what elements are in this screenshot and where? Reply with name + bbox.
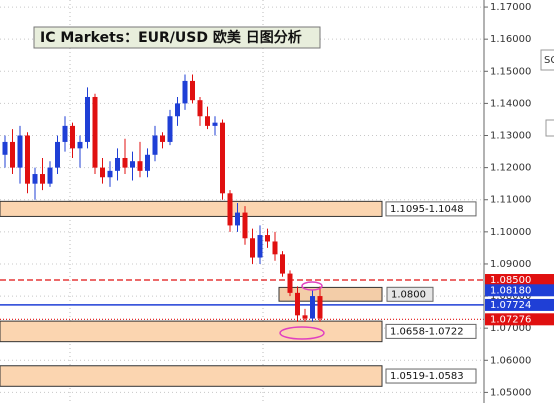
- level-label-box: [485, 298, 554, 311]
- candle-body: [17, 135, 23, 168]
- candle-body: [145, 154, 150, 171]
- level-label: 1.08500: [490, 275, 531, 286]
- zone: [0, 200, 383, 217]
- zone-label-box: [386, 286, 434, 302]
- candle-body: [310, 296, 315, 319]
- zone: [278, 286, 383, 302]
- zone-label-box: [385, 323, 477, 339]
- zone-label: 1.0658-1.0722: [390, 326, 464, 337]
- y-tick-label: 1.11000: [490, 195, 531, 206]
- plot: [0, 6, 484, 393]
- candle-body: [250, 238, 255, 258]
- candle-body: [122, 157, 128, 168]
- candle-body: [160, 135, 165, 142]
- candle-body: [62, 125, 68, 142]
- y-tick-label: 1.12000: [490, 163, 531, 174]
- chart-title: IC Markets：EUR/USD 欧美 日图分析: [40, 29, 302, 46]
- candle-body: [197, 100, 203, 117]
- candle-body: [92, 96, 98, 168]
- level-label: 1.08180: [490, 285, 531, 296]
- title-box: [33, 26, 321, 49]
- side-panel: [545, 119, 554, 137]
- candle-body: [227, 193, 233, 226]
- y-tick-label: 1.07000: [490, 323, 531, 334]
- candle-body: [167, 116, 173, 142]
- candle-body: [137, 161, 143, 171]
- y-tick-label: 1.05000: [490, 387, 531, 398]
- candle-body: [70, 125, 75, 149]
- candle-body: [220, 122, 225, 194]
- candle-body: [280, 254, 285, 274]
- candle-body: [32, 174, 38, 184]
- y-tick-label: 1.06000: [490, 355, 531, 366]
- candle-body: [265, 235, 270, 242]
- highlight-ellipse: [301, 281, 323, 291]
- candle-body: [175, 103, 180, 117]
- candle-body: [295, 292, 300, 316]
- zone: [0, 320, 383, 343]
- y-tick-label: 1.09000: [490, 259, 531, 270]
- highlight-ellipse: [279, 326, 325, 340]
- candle-body: [152, 135, 158, 155]
- zone-label: 1.0800: [391, 289, 426, 300]
- candle-body: [85, 96, 90, 142]
- candle-body: [302, 315, 308, 319]
- level-label: 1.07276: [490, 314, 531, 325]
- y-tick-label: 1.13000: [490, 131, 531, 142]
- candle-body: [107, 170, 113, 178]
- candle-body: [317, 296, 323, 319]
- candle-body: [235, 212, 240, 226]
- level-label-box: [485, 313, 554, 326]
- candle-body: [2, 141, 8, 155]
- candle-body: [272, 241, 278, 255]
- candle-body: [40, 174, 45, 184]
- candle-body: [10, 141, 15, 168]
- zone-label: 1.0519-1.0583: [390, 371, 464, 382]
- candle-body: [25, 135, 30, 184]
- y-tick-label: 1.14000: [490, 98, 531, 109]
- candle-body: [212, 122, 218, 126]
- candle-body: [55, 141, 60, 168]
- y-tick-label: 1.08000: [490, 291, 531, 302]
- zone-label-box: [385, 368, 477, 384]
- level-label-box: [485, 274, 554, 287]
- side-panel: [540, 49, 554, 71]
- candle-body: [115, 157, 120, 171]
- candle-body: [100, 167, 105, 178]
- candle-body: [47, 167, 53, 184]
- zone: [0, 365, 383, 387]
- zone-label-box: [385, 201, 477, 217]
- y-tick-label: 1.16000: [490, 34, 531, 45]
- level-label-box: [485, 284, 554, 297]
- y-tick-label: 1.17000: [490, 2, 531, 13]
- level-label: 1.07724: [490, 300, 531, 311]
- zone-label: 1.1095-1.1048: [390, 204, 464, 215]
- y-tick-label: 1.10000: [490, 227, 531, 238]
- candle-body: [242, 212, 248, 239]
- candle-body: [77, 141, 83, 149]
- candle-body: [287, 273, 293, 293]
- candle-body: [190, 80, 195, 101]
- candle-body: [182, 80, 188, 104]
- side-text: SC: [544, 55, 554, 66]
- candle-body: [205, 116, 210, 126]
- y-tick-label: 1.15000: [490, 66, 531, 77]
- candle-body: [130, 161, 135, 168]
- candle-body: [257, 235, 263, 258]
